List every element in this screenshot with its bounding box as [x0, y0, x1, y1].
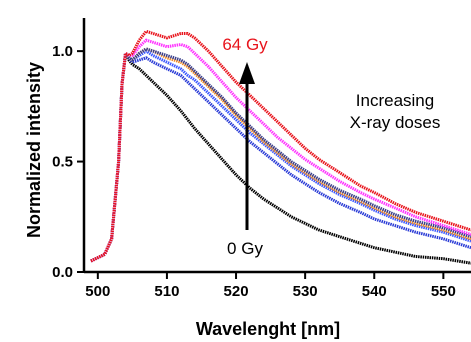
x-tick-label: 510	[154, 283, 179, 300]
series-layer	[90, 29, 471, 265]
x-tick-label: 530	[293, 283, 318, 300]
x-tick-label: 550	[431, 283, 456, 300]
series-line-0	[90, 51, 471, 265]
y-tick-label: 0.0	[52, 264, 73, 281]
x-tick-label: 500	[85, 283, 110, 300]
note-line-1: Increasing	[356, 91, 434, 110]
note-line-2: X-ray doses	[350, 113, 441, 132]
y-ticks: 0.0 0.5 1.0	[52, 43, 84, 281]
x-axis-label: Wavelenght [nm]	[196, 319, 340, 339]
series-line-1	[90, 51, 471, 263]
series-line-2	[90, 49, 471, 263]
x-tick-label: 540	[362, 283, 387, 300]
y-tick-label: 1.0	[52, 43, 73, 60]
dose-label-0gy: 0 Gy	[227, 239, 263, 258]
dose-arrow-head	[239, 62, 255, 84]
series-line-5	[90, 38, 471, 263]
x-ticks: 500 510 520 530 540 550	[85, 272, 456, 300]
series-line-3	[90, 47, 471, 263]
series-line-4	[90, 47, 471, 263]
y-tick-label: 0.5	[52, 154, 73, 171]
y-axis-label: Normalized intensity	[24, 62, 44, 238]
series-line-6	[90, 29, 471, 263]
dose-label-64gy: 64 Gy	[222, 35, 268, 54]
x-tick-label: 520	[224, 283, 249, 300]
